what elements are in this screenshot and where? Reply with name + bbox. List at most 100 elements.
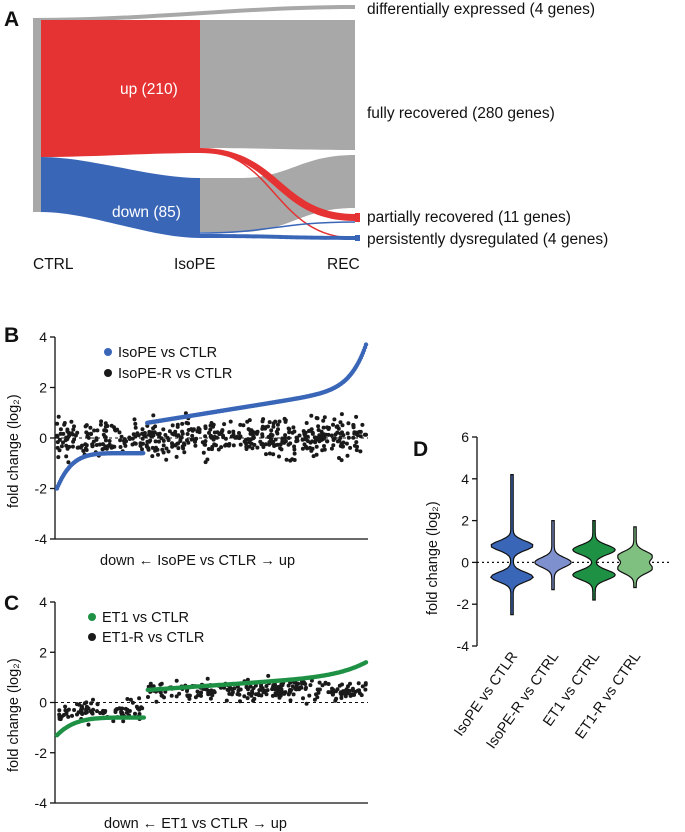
- isope-r-point: [326, 432, 331, 437]
- et1-r-point: [72, 708, 77, 712]
- isope-r-point: [355, 433, 360, 438]
- et1-r-point: [198, 690, 203, 695]
- legend-label-et1-r: ET1-R vs CTLR: [102, 630, 204, 646]
- node-label-up: up (210): [120, 81, 178, 98]
- isope-r-point: [338, 431, 343, 436]
- isope-r-point: [130, 436, 135, 441]
- isope-r-point: [58, 427, 63, 432]
- flow-persistent-up: [199, 150, 356, 239]
- et1-r-point: [347, 688, 352, 693]
- isope-r-point: [309, 413, 314, 418]
- isope-r-point: [138, 443, 143, 448]
- et1-r-point: [82, 701, 87, 706]
- et1-r-point: [279, 688, 284, 693]
- isope-r-point: [207, 430, 211, 435]
- flow-partial-down: [199, 221, 356, 234]
- rec-node-partial: [355, 213, 360, 222]
- isope-r-point: [352, 443, 357, 448]
- isope-r-point: [329, 446, 334, 451]
- isope-r-point: [64, 435, 69, 440]
- isope-r-point: [333, 432, 338, 437]
- panel-c-y-tick-label: 4: [39, 594, 47, 610]
- isope-r-point: [231, 429, 236, 434]
- isope-r-point: [176, 446, 181, 451]
- et1-r-point: [196, 693, 201, 698]
- isope-r-point: [314, 444, 319, 449]
- isope-r-point: [55, 445, 60, 450]
- isope-r-point: [189, 437, 194, 442]
- et1-r-point: [266, 673, 271, 678]
- et1-r-point: [265, 688, 270, 693]
- panel-d-category-label: IsoPE-R vs CTRL: [484, 649, 563, 752]
- isope-r-point: [61, 440, 65, 445]
- et1-r-point: [137, 696, 142, 701]
- et1-r-point: [79, 709, 84, 713]
- et1-r-point: [128, 697, 133, 702]
- et1-point: [141, 715, 146, 720]
- isope-r-point: [143, 434, 148, 439]
- isope-r-point: [255, 445, 260, 450]
- et1-r-point: [344, 691, 349, 696]
- isope-r-point: [253, 430, 258, 435]
- isope-r-point: [99, 419, 104, 424]
- et1-r-point: [337, 683, 342, 688]
- panel-d-y-tick-label: -2: [457, 596, 470, 612]
- isope-r-point: [310, 431, 315, 436]
- isope-r-point: [215, 435, 219, 440]
- isope-r-point: [119, 434, 124, 439]
- et1-r-point: [185, 689, 189, 693]
- isope-r-point: [332, 436, 337, 441]
- isope-r-point: [115, 427, 120, 432]
- isope-r-point: [150, 445, 155, 450]
- isope-r-point: [166, 449, 171, 454]
- isope-r-point: [247, 444, 252, 449]
- violin-3: [572, 520, 616, 601]
- panel-c-y-tick-label: 0: [39, 695, 47, 711]
- et1-r-point: [227, 691, 232, 696]
- et1-r-point: [86, 722, 91, 727]
- isope-r-point: [339, 412, 344, 417]
- isope-r-point: [271, 424, 276, 429]
- isope-r-point: [118, 438, 123, 443]
- et1-r-point: [162, 695, 166, 700]
- isope-r-point: [260, 442, 265, 447]
- et1-r-point: [300, 679, 305, 684]
- isope-r-point: [311, 454, 316, 459]
- isope-r-point: [275, 422, 280, 427]
- isope-r-point: [345, 431, 350, 436]
- isope-r-point: [220, 428, 225, 433]
- isope-r-point: [122, 437, 127, 442]
- violin-2: [534, 520, 572, 591]
- isope-r-point: [59, 444, 64, 449]
- isope-r-point: [55, 434, 60, 439]
- isope-r-point: [72, 437, 77, 442]
- isope-r-point: [331, 443, 336, 448]
- et1-r-point: [66, 714, 71, 719]
- isope-r-point: [269, 428, 274, 433]
- isope-r-point: [221, 433, 225, 438]
- isope-r-point: [292, 447, 297, 452]
- et1-r-point: [287, 688, 292, 692]
- isope-r-point: [206, 447, 211, 451]
- violin-1: [489, 474, 535, 616]
- et1-r-point: [245, 677, 250, 682]
- isope-r-point: [55, 440, 60, 445]
- flow-down-ctrl-isope: [41, 157, 200, 238]
- panel-b-y-tick-label: 0: [39, 430, 47, 446]
- et1-r-point: [127, 709, 132, 713]
- et1-r-point: [356, 681, 361, 686]
- isope-r-point: [210, 447, 214, 452]
- panel-d-y-tick-label: 4: [461, 471, 469, 487]
- et1-r-point: [320, 683, 325, 688]
- isope-r-point: [182, 450, 187, 455]
- et1-r-point: [64, 711, 69, 716]
- et1-r-point: [95, 709, 99, 714]
- isope-r-point: [92, 428, 97, 433]
- et1-r-point: [135, 706, 140, 711]
- isope-r-point: [248, 428, 252, 433]
- isope-r-point: [151, 433, 156, 438]
- isope-r-point: [273, 437, 278, 442]
- isope-r-point: [203, 434, 208, 439]
- et1-r-point: [95, 701, 100, 706]
